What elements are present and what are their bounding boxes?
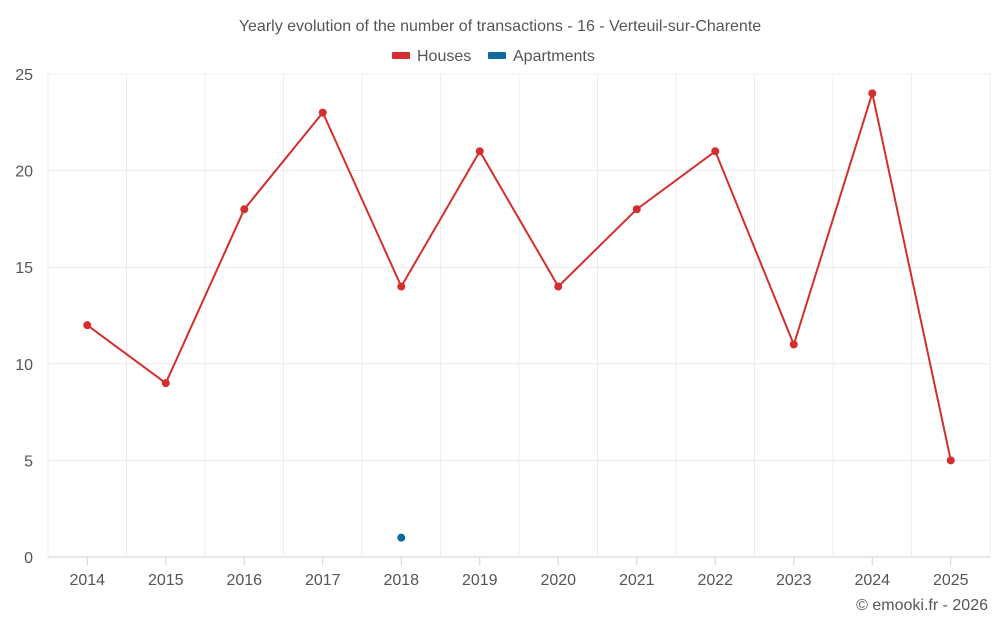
y-tick-label: 25 <box>15 67 33 84</box>
series-line-houses <box>86 89 952 461</box>
x-tick-label: 2016 <box>226 572 262 589</box>
legend: Houses Apartments <box>392 48 595 65</box>
legend-swatch-apartments[interactable] <box>488 52 506 59</box>
x-tick-label: 2015 <box>148 572 184 589</box>
y-tick-label: 0 <box>24 550 33 567</box>
x-tick-label: 2017 <box>305 572 341 589</box>
x-tick-label: 2014 <box>69 572 105 589</box>
data-point-houses[interactable] <box>946 456 955 465</box>
data-point-houses[interactable] <box>240 205 249 214</box>
legend-label-apartments[interactable]: Apartments <box>513 48 595 65</box>
data-point-houses[interactable] <box>318 108 327 117</box>
y-axis: 0 5 10 15 20 25 <box>15 67 33 567</box>
chart-title: Yearly evolution of the number of transa… <box>239 18 761 35</box>
y-tick-label: 20 <box>15 164 33 181</box>
y-tick-label: 10 <box>15 357 33 374</box>
data-point-houses[interactable] <box>711 147 720 156</box>
data-point-houses[interactable] <box>161 379 170 388</box>
data-point-houses[interactable] <box>789 340 798 349</box>
series-layer <box>83 89 955 542</box>
data-point-houses[interactable] <box>475 147 484 156</box>
credit-text: © emooki.fr - 2026 <box>856 597 988 614</box>
x-tick-label: 2023 <box>776 572 812 589</box>
x-tick-label: 2018 <box>383 572 419 589</box>
y-tick-label: 15 <box>15 260 33 277</box>
data-point-houses[interactable] <box>868 89 877 98</box>
x-tick-label: 2022 <box>697 572 733 589</box>
x-tick-label: 2019 <box>462 572 498 589</box>
x-axis: 2014 2015 2016 2017 2018 2019 2020 2021 2022 2023… <box>69 557 969 589</box>
legend-swatch-houses[interactable] <box>392 52 410 59</box>
legend-label-houses[interactable]: Houses <box>417 48 471 65</box>
x-tick-label: 2020 <box>540 572 576 589</box>
data-point-houses[interactable] <box>632 205 641 214</box>
data-point-houses[interactable] <box>554 282 563 291</box>
y-tick-label: 5 <box>24 453 33 470</box>
data-point-apartments[interactable] <box>397 533 406 542</box>
x-tick-label: 2025 <box>933 572 969 589</box>
x-tick-label: 2021 <box>619 572 655 589</box>
x-tick-label: 2024 <box>854 572 890 589</box>
data-point-houses[interactable] <box>397 282 406 291</box>
data-point-houses[interactable] <box>83 321 92 330</box>
gridlines <box>47 73 991 558</box>
